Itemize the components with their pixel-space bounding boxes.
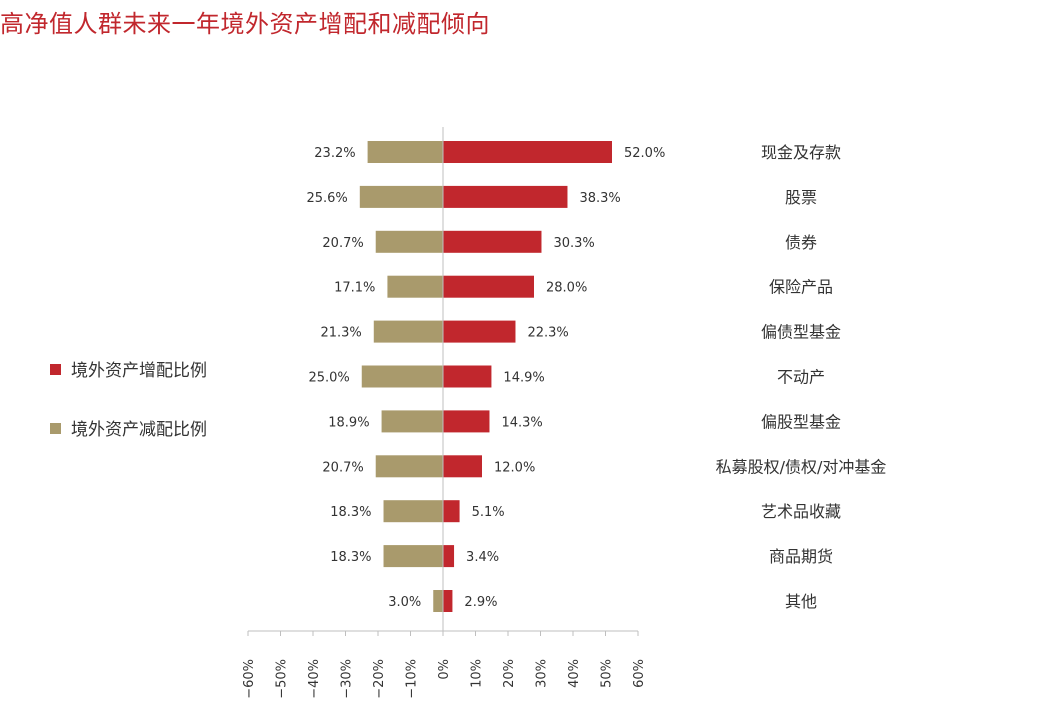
data-label-increase: 14.3% <box>501 415 542 430</box>
x-tick-label: −30% <box>340 659 355 699</box>
data-label-decrease: 18.3% <box>330 505 371 520</box>
x-tick-label: 30% <box>535 659 550 688</box>
x-tick-label: −50% <box>275 659 290 699</box>
data-label-decrease: 20.7% <box>322 460 363 475</box>
category-label: 债券 <box>785 233 817 252</box>
bar-decrease <box>361 365 443 388</box>
category-label: 其他 <box>785 592 817 611</box>
data-label-increase: 3.4% <box>466 550 499 565</box>
bar-increase <box>443 230 542 253</box>
legend-label-decrease: 境外资产减配比例 <box>71 420 207 440</box>
legend-swatch-decrease <box>50 423 61 434</box>
bar-increase <box>443 141 612 163</box>
bar-decrease <box>433 590 443 612</box>
data-label-increase: 5.1% <box>472 505 505 520</box>
legend-item-decrease: 境外资产减配比例 <box>50 415 207 440</box>
bar-decrease <box>381 410 443 433</box>
legend-item-increase: 境外资产增配比例 <box>50 356 207 381</box>
bar-decrease <box>373 320 443 343</box>
legend-label-increase: 境外资产增配比例 <box>71 361 207 381</box>
x-tick-label: 20% <box>502 659 517 688</box>
category-label: 保险产品 <box>769 278 833 297</box>
x-tick-label: 10% <box>470 659 485 688</box>
data-label-increase: 12.0% <box>494 460 535 475</box>
data-label-increase: 28.0% <box>546 281 587 296</box>
chart-title: 高净值人群未来一年境外资产增配和减配倾向 <box>0 10 490 38</box>
data-label-decrease: 21.3% <box>320 326 361 341</box>
x-tick-label: −60% <box>242 659 257 699</box>
category-label: 私募股权/债权/对冲基金 <box>716 457 887 476</box>
bar-decrease <box>383 545 443 568</box>
data-label-decrease: 18.3% <box>330 550 371 565</box>
data-label-decrease: 18.9% <box>328 415 369 430</box>
bar-decrease <box>375 230 443 253</box>
data-label-decrease: 17.1% <box>334 281 375 296</box>
bar-increase <box>443 275 534 298</box>
bar-decrease <box>359 185 443 208</box>
category-label: 商品期货 <box>769 547 833 566</box>
bar-increase <box>443 320 516 343</box>
category-label: 现金及存款 <box>761 143 841 162</box>
category-label: 偏债型基金 <box>761 323 841 342</box>
bar-increase <box>443 455 482 478</box>
x-tick-label: 40% <box>567 659 582 688</box>
bar-decrease <box>387 275 443 298</box>
category-label: 偏股型基金 <box>761 412 841 431</box>
data-label-decrease: 23.2% <box>314 146 355 161</box>
bar-increase <box>443 545 455 568</box>
category-label: 股票 <box>785 188 817 207</box>
bar-decrease <box>383 500 443 523</box>
bar-increase <box>443 185 568 208</box>
x-tick-label: −20% <box>372 659 387 699</box>
bar-decrease <box>367 141 443 163</box>
data-label-decrease: 20.7% <box>322 236 363 251</box>
legend-swatch-increase <box>50 364 61 375</box>
x-tick-label: −40% <box>307 659 322 699</box>
bar-increase <box>443 410 490 433</box>
bar-increase <box>443 365 492 388</box>
data-label-increase: 22.3% <box>527 326 568 341</box>
x-tick-label: −10% <box>405 659 420 699</box>
data-label-increase: 38.3% <box>579 191 620 206</box>
x-tick-label: 0% <box>437 659 452 680</box>
data-label-increase: 14.9% <box>503 371 544 386</box>
data-label-increase: 52.0% <box>624 146 665 161</box>
x-tick-label: 50% <box>600 659 615 688</box>
bar-decrease <box>375 455 443 478</box>
category-label: 艺术品收藏 <box>761 502 841 521</box>
data-label-decrease: 25.6% <box>306 191 347 206</box>
data-label-decrease: 25.0% <box>308 371 349 386</box>
bar-increase <box>443 590 453 612</box>
data-label-decrease: 3.0% <box>388 595 421 610</box>
bar-increase <box>443 500 460 523</box>
category-label: 不动产 <box>777 368 825 387</box>
data-label-increase: 30.3% <box>553 236 594 251</box>
data-label-increase: 2.9% <box>464 595 497 610</box>
x-tick-label: 60% <box>632 659 647 688</box>
